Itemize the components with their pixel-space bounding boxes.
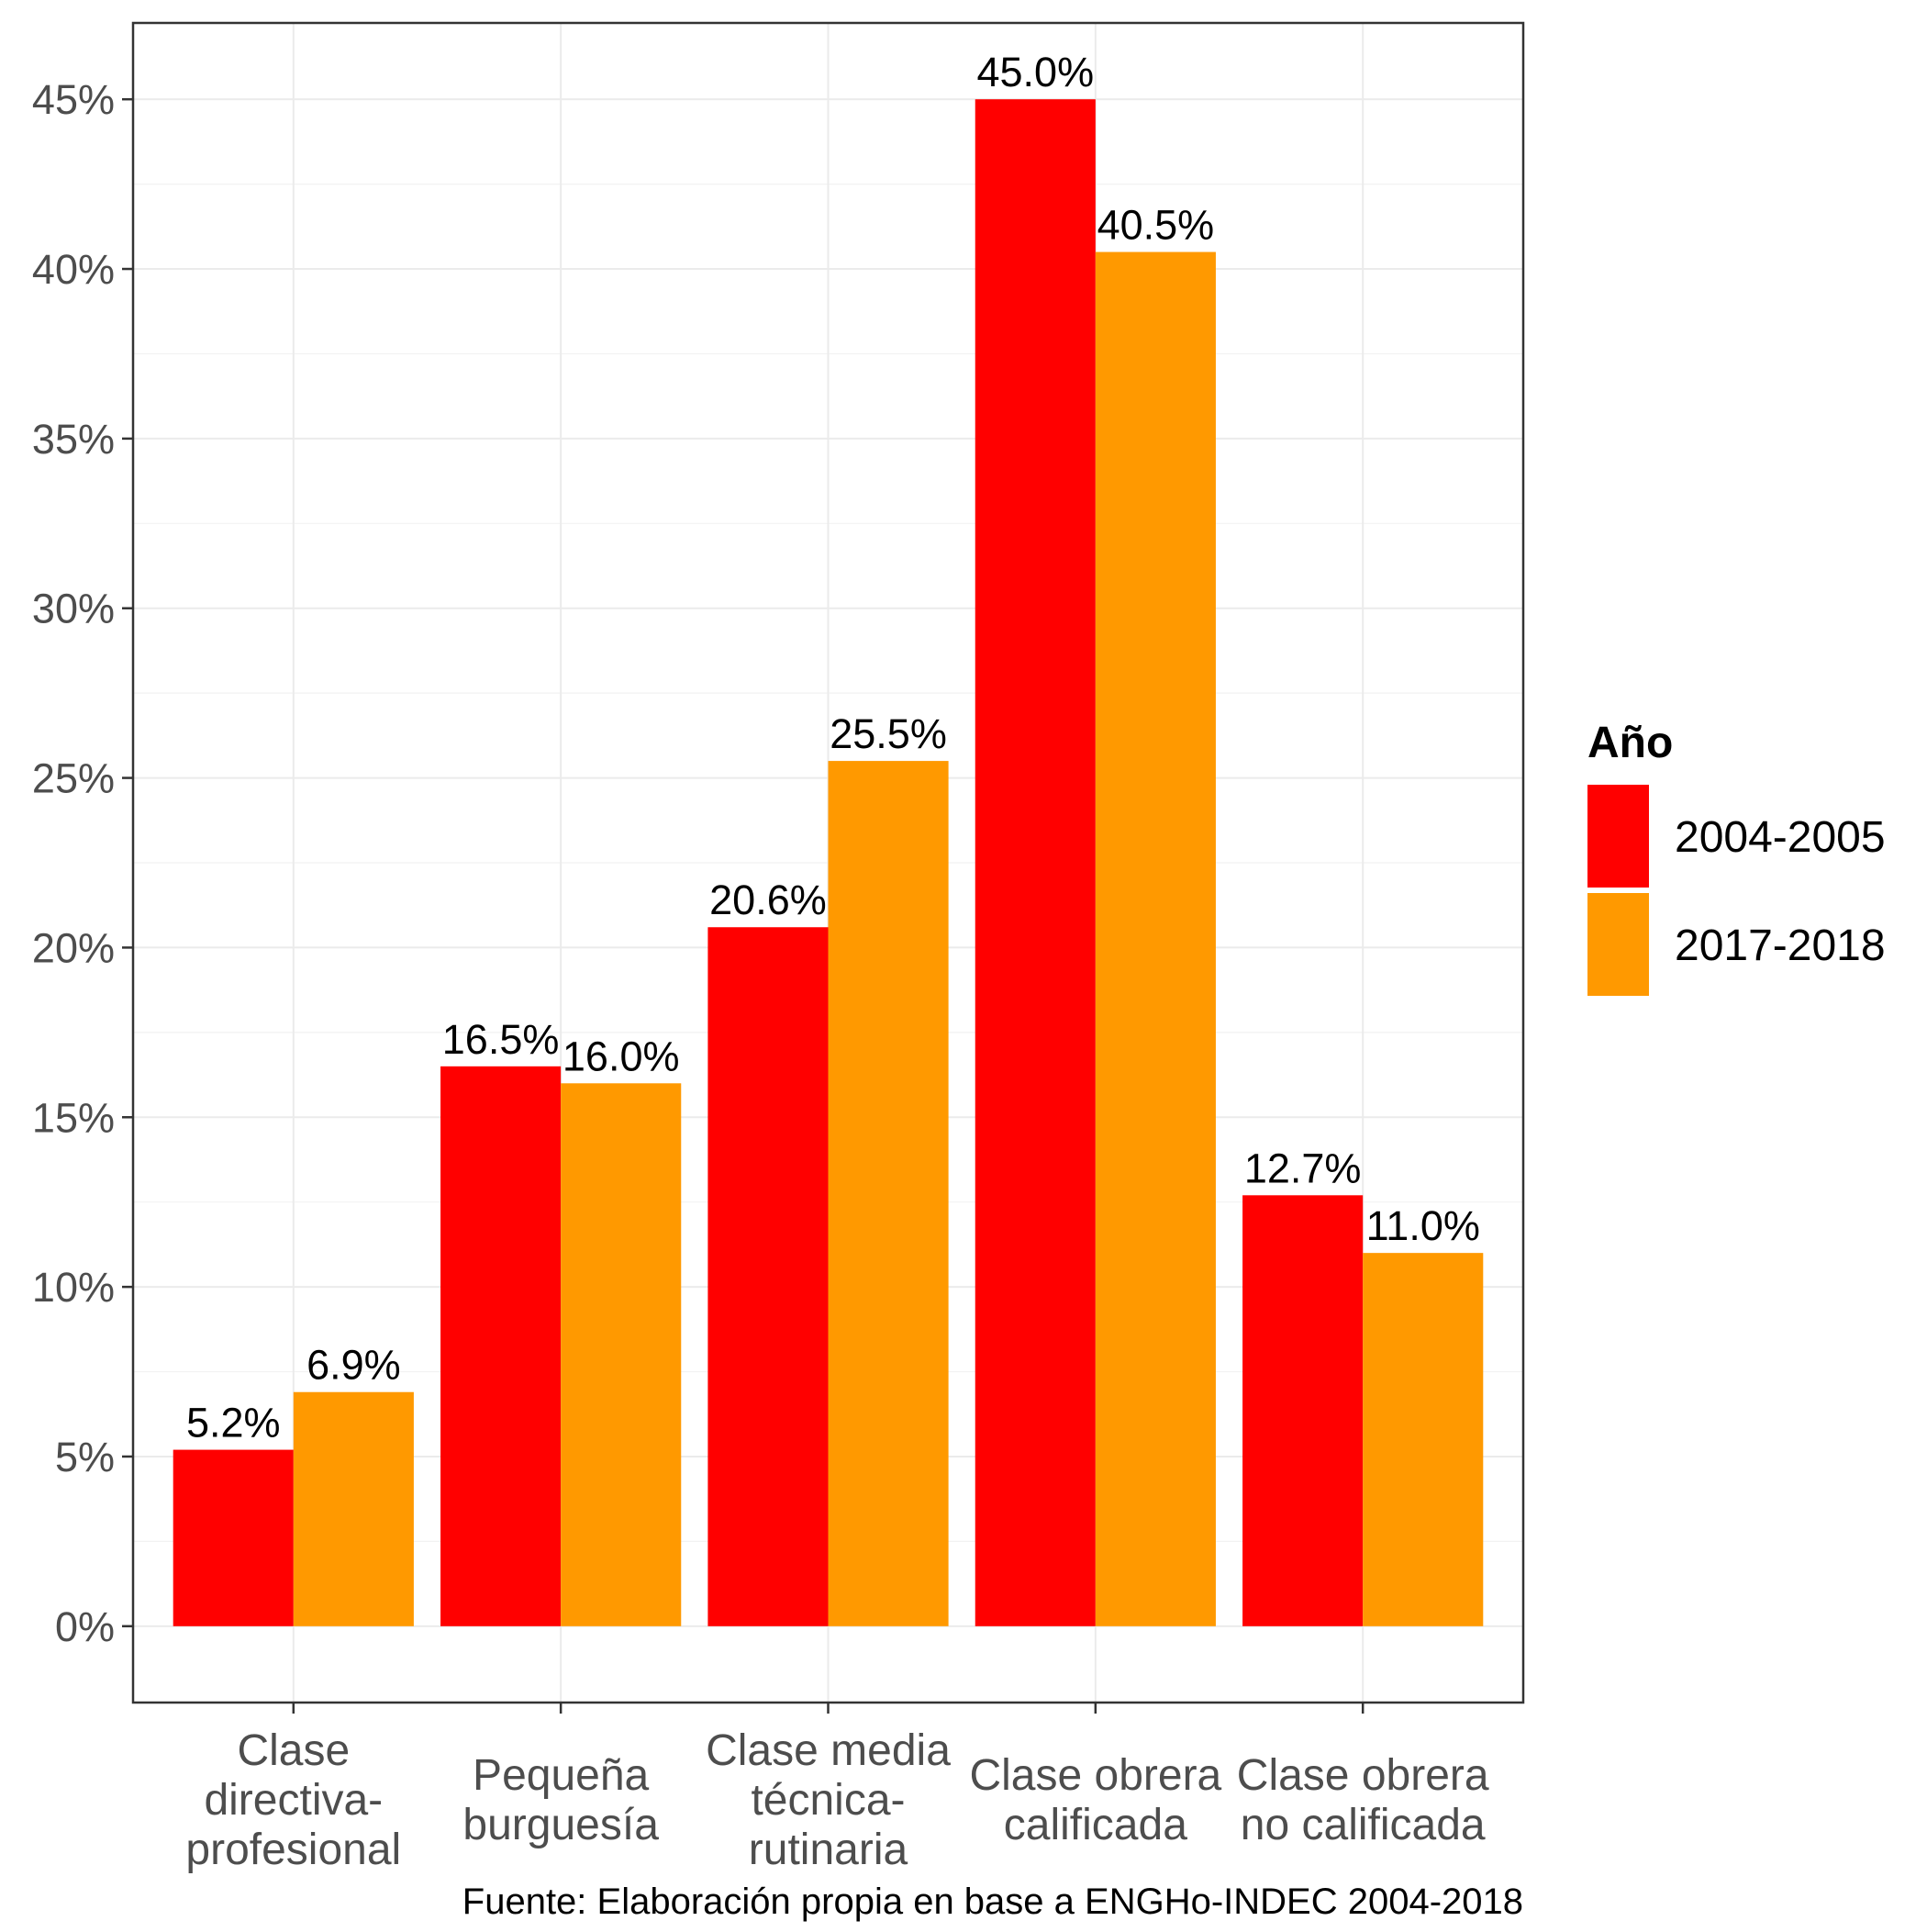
legend-key — [1587, 893, 1649, 996]
y-tick-label: 10% — [32, 1264, 115, 1311]
bars — [173, 99, 1484, 1626]
x-category-label-line: no calificada — [1241, 1801, 1486, 1849]
x-category-label: Clase obrera calificada — [969, 1751, 1221, 1849]
bar-2017-2018-0 — [293, 1391, 414, 1626]
y-tick-label: 30% — [32, 586, 115, 632]
y-tick-label: 15% — [32, 1094, 115, 1141]
chart-caption: Fuente: Elaboración propia en base a ENG… — [462, 1882, 1523, 1922]
x-category-label-line: calificada — [1004, 1801, 1187, 1849]
y-tick-label: 40% — [32, 246, 115, 293]
x-category-label-line: técnica- — [751, 1776, 905, 1825]
x-category-label-line: rutinaria — [749, 1826, 908, 1874]
legend-key — [1587, 785, 1649, 888]
data-label: 16.0% — [563, 1033, 680, 1079]
legend-label: 2004-2005 — [1675, 813, 1886, 862]
y-tick-label: 25% — [32, 755, 115, 802]
bar-2004-2005-2 — [707, 927, 829, 1626]
data-label: 12.7% — [1244, 1145, 1362, 1191]
x-category-label: Clase obrera no calificada — [1237, 1751, 1489, 1849]
data-label: 25.5% — [830, 710, 947, 757]
x-category-label-line: Pequeña — [473, 1751, 649, 1800]
data-label: 11.0% — [1366, 1202, 1480, 1249]
x-category-label: Pequeña burguesía — [462, 1751, 659, 1849]
x-category-label-line: Clase obrera — [1237, 1751, 1489, 1800]
data-labels: 5.2% 16.5% 20.6% 45.0% 12.7% 6.9% 16.0% 25.5% 40… — [186, 49, 1480, 1446]
y-tick-label: 20% — [32, 924, 115, 971]
x-category-label-line: Clase obrera — [969, 1751, 1221, 1800]
x-category-label-line: Clase — [237, 1726, 350, 1775]
x-category-label-line: profesional — [185, 1826, 401, 1874]
x-category-label: Clase directiva-profesional — [185, 1726, 401, 1874]
bar-2017-2018-1 — [561, 1083, 682, 1626]
legend: Año 2004-2005 2017-2018 — [1587, 719, 1886, 996]
x-category-label: Clase media técnica-rutinaria — [706, 1726, 951, 1874]
x-category-label-line: directiva- — [204, 1776, 383, 1825]
y-tick-label: 45% — [32, 76, 115, 123]
legend-title: Año — [1587, 719, 1673, 767]
data-label: 16.5% — [442, 1016, 560, 1063]
bar-2004-2005-3 — [975, 99, 1096, 1626]
data-label: 40.5% — [1097, 202, 1215, 249]
x-category-label-line: burguesía — [462, 1801, 659, 1849]
y-axis: 0% 5% 10% 15% 20% 25% 30% 35% 40% 45% — [32, 76, 133, 1650]
bar-2004-2005-4 — [1242, 1195, 1364, 1626]
bar-2017-2018-4 — [1363, 1253, 1484, 1626]
data-label: 45.0% — [976, 49, 1094, 95]
data-label: 6.9% — [306, 1342, 401, 1389]
x-category-label-line: Clase media — [706, 1726, 951, 1775]
bar-2017-2018-3 — [1095, 251, 1216, 1626]
y-tick-label: 35% — [32, 416, 115, 463]
y-tick-label: 5% — [55, 1434, 115, 1480]
bar-2004-2005-1 — [440, 1066, 562, 1626]
data-label: 5.2% — [186, 1400, 281, 1446]
y-tick-label: 0% — [55, 1603, 115, 1650]
bar-2017-2018-2 — [828, 761, 949, 1626]
data-label: 20.6% — [709, 877, 827, 923]
x-axis: Clase directiva-profesional Pequeña burgues… — [185, 1703, 1489, 1874]
bar-2004-2005-0 — [173, 1449, 294, 1626]
legend-label: 2017-2018 — [1675, 921, 1886, 970]
